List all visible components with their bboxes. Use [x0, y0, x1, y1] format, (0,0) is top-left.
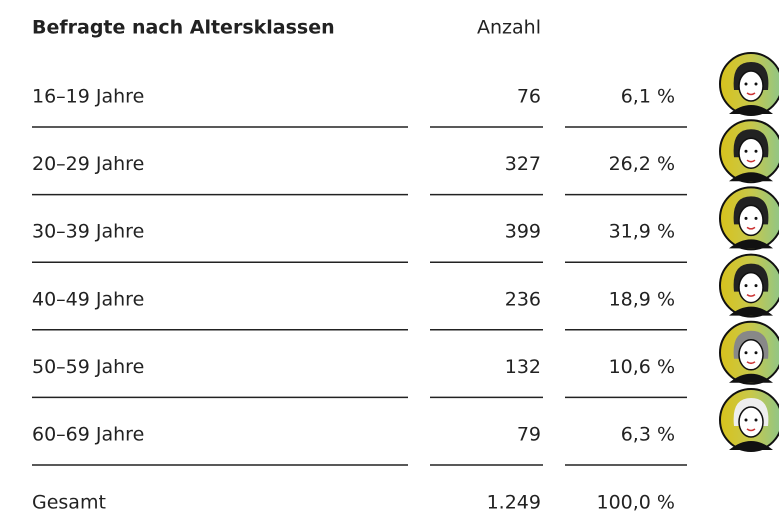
cell-label: 16–19 Jahre [32, 86, 144, 108]
table-title: Befragte nach Altersklassen [32, 17, 335, 39]
avatar-eye [754, 284, 758, 288]
avatar [719, 119, 779, 184]
cell-label: 60–69 Jahre [32, 424, 144, 446]
cell-number: 31,9 % [609, 221, 675, 243]
cell-label: 50–59 Jahre [32, 356, 144, 378]
cell-number: 10,6 % [609, 356, 675, 378]
avatar-eye [754, 82, 758, 86]
avatar-eye [744, 82, 748, 86]
avatar-eye [744, 149, 748, 153]
avatar-mouth [746, 159, 756, 163]
avatar-eye [754, 149, 758, 153]
avatar [719, 320, 779, 385]
cell-label: 20–29 Jahre [32, 153, 144, 175]
cell-number: 6,1 % [621, 86, 675, 108]
avatar [719, 388, 779, 452]
avatar-face [738, 271, 764, 304]
avatar [719, 186, 779, 251]
avatar-body [729, 306, 773, 316]
avatar-mouth [746, 92, 756, 96]
cell-number: 132 [505, 356, 541, 378]
avatar-mouth [746, 226, 756, 230]
cell-label: 40–49 Jahre [32, 288, 144, 310]
cell-number: 18,9 % [609, 288, 675, 310]
avatar-eye [744, 216, 748, 220]
avatar-eye [754, 216, 758, 220]
column-header: Anzahl [477, 17, 541, 39]
avatar-mouth [746, 361, 756, 365]
avatar-body [729, 172, 773, 182]
cell-number: 1.249 [487, 492, 541, 514]
cell-label: Gesamt [32, 492, 106, 514]
avatar-eye [754, 351, 758, 355]
cell-number: 26,2 % [609, 153, 675, 175]
cell-number: 399 [505, 221, 541, 243]
avatar [719, 52, 779, 116]
avatar-face [738, 406, 764, 438]
avatar-body [729, 105, 773, 114]
cell-label: 30–39 Jahre [32, 221, 144, 243]
cell-number: 6,3 % [621, 424, 675, 446]
avatar-eye [744, 284, 748, 288]
avatar-eye [754, 418, 758, 422]
avatar-body [729, 441, 773, 450]
cell-number: 76 [517, 86, 541, 108]
avatar-body [729, 239, 773, 249]
cell-number: 236 [505, 288, 541, 310]
avatar [719, 253, 779, 318]
avatar-eye [744, 351, 748, 355]
avatar-face [738, 339, 764, 371]
avatar-mouth [746, 293, 756, 297]
cell-number: 79 [517, 424, 541, 446]
avatar-face [738, 70, 764, 102]
avatar-body [729, 373, 773, 383]
cell-number: 100,0 % [597, 492, 676, 514]
cell-number: 327 [505, 153, 541, 175]
avatar-mouth [746, 428, 756, 432]
avatar-face [738, 204, 764, 237]
avatar-face [738, 137, 764, 169]
avatar-eye [744, 418, 748, 422]
